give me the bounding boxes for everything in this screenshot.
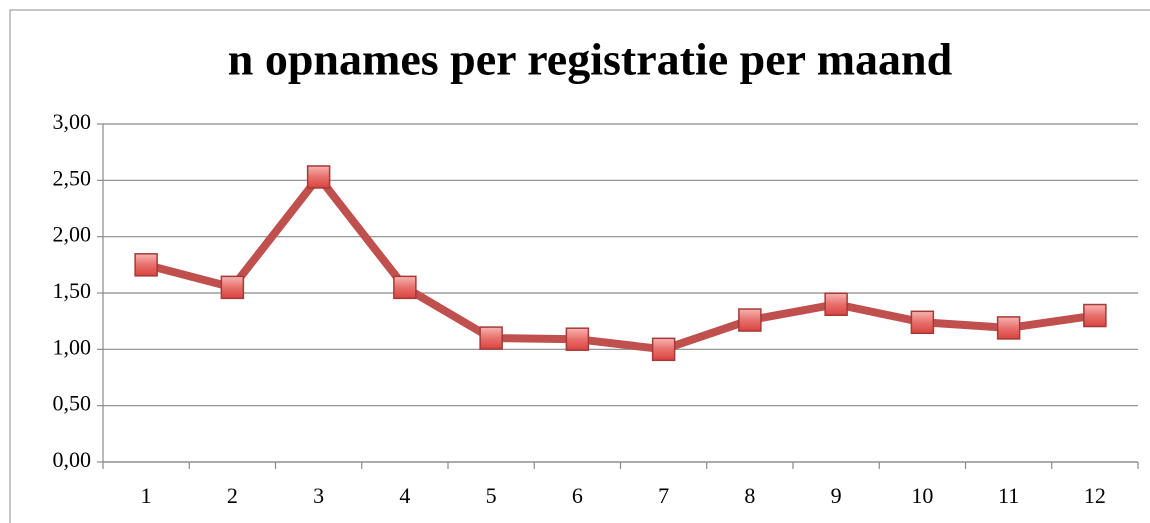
- y-tick-label: 0,00: [53, 447, 92, 472]
- data-marker: [220, 275, 245, 300]
- x-tick-label: 10: [911, 483, 933, 508]
- data-marker: [910, 310, 935, 335]
- y-tick-label: 1,50: [53, 278, 92, 303]
- x-tick-label: 3: [313, 483, 324, 508]
- y-tick-label: 3,00: [53, 109, 92, 134]
- x-tick-label: 8: [744, 483, 755, 508]
- data-marker: [824, 292, 848, 317]
- data-marker: [996, 316, 1021, 340]
- chart-border: [9, 9, 1150, 523]
- y-tick-label: 2,00: [53, 222, 92, 247]
- data-marker: [134, 253, 158, 277]
- y-tick-label: 1,00: [53, 334, 92, 359]
- data-marker: [565, 327, 590, 351]
- x-tick-label: 5: [486, 483, 497, 508]
- data-marker: [651, 337, 676, 362]
- series-line: [145, 172, 1096, 354]
- x-tick-label: 2: [227, 483, 238, 508]
- x-tick-label: 1: [141, 483, 152, 508]
- y-tick-label: 0,50: [53, 391, 92, 416]
- data-marker: [306, 165, 331, 189]
- x-tick-label: 4: [399, 483, 410, 508]
- data-marker: [1083, 303, 1107, 328]
- chart-title: n opnames per registratie per maand: [228, 34, 953, 85]
- x-tick-label: 11: [998, 483, 1019, 508]
- data-marker: [479, 326, 503, 350]
- x-tick-label: 9: [831, 483, 842, 508]
- y-tick-label: 2,50: [53, 165, 92, 190]
- x-tick-label: 6: [572, 483, 583, 508]
- data-marker: [393, 275, 417, 300]
- x-tick-label: 12: [1084, 483, 1106, 508]
- x-tick-label: 7: [658, 483, 669, 508]
- data-marker: [738, 308, 762, 332]
